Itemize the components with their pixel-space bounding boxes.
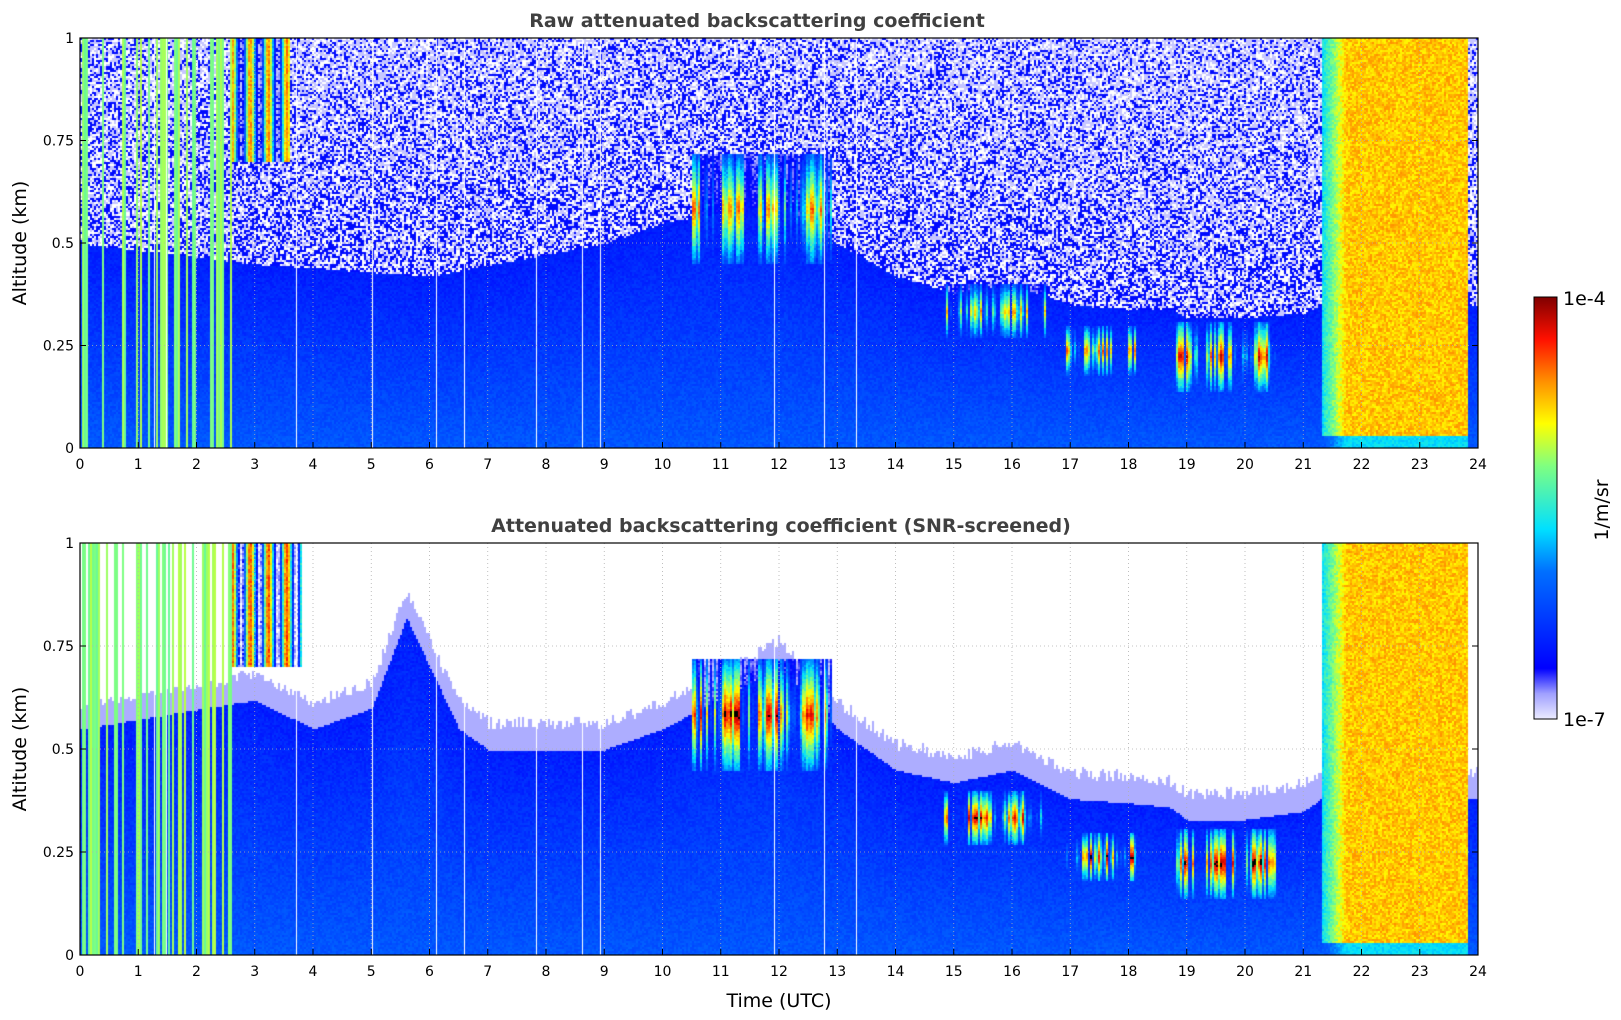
x-tick-label: 14: [887, 964, 905, 980]
x-tick-label: 20: [1236, 457, 1254, 473]
y-tick-label: 0.25: [43, 339, 74, 355]
colorbar-units-label: 1/m/sr: [1591, 479, 1613, 540]
x-tick-label: 7: [483, 964, 492, 980]
x-tick-label: 0: [76, 964, 85, 980]
x-tick-label: 23: [1411, 964, 1429, 980]
x-tick-label: 17: [1061, 964, 1079, 980]
x-tick-label: 1: [134, 457, 143, 473]
x-tick-label: 8: [542, 457, 551, 473]
x-tick-label: 20: [1236, 964, 1254, 980]
x-tick-label: 14: [887, 457, 905, 473]
raw-y-axis-label: Altitude (km): [9, 181, 31, 306]
raw-x-ticks: 0 1 2 3 4 5 6 7 8 9 10 11 12 13 14 15 16 17 18 19 20 21 22 23 24: [76, 442, 1487, 473]
x-tick-label: 7: [483, 457, 492, 473]
x-tick-label: 11: [712, 964, 730, 980]
y-tick-label: 1: [65, 536, 74, 552]
x-tick-label: 15: [945, 457, 963, 473]
x-tick-label: 18: [1120, 457, 1138, 473]
screened-backscatter-title: Attenuated backscattering coefficient (S…: [491, 515, 1071, 537]
x-tick-label: 15: [945, 964, 963, 980]
x-tick-label: 23: [1411, 457, 1429, 473]
x-tick-label: 13: [828, 457, 846, 473]
y-tick-label: 0.25: [43, 845, 74, 861]
x-tick-label: 16: [1003, 964, 1021, 980]
x-tick-label: 10: [654, 964, 672, 980]
x-tick-label: 3: [250, 457, 259, 473]
x-tick-label: 19: [1178, 964, 1196, 980]
x-tick-label: 22: [1353, 457, 1371, 473]
x-tick-label: 11: [712, 457, 730, 473]
y-tick-label: 1: [65, 31, 74, 47]
raw-y-ticks: 0 0.25 0.5 0.75 1: [43, 31, 1478, 457]
x-tick-label: 24: [1469, 964, 1487, 980]
x-tick-label: 8: [542, 964, 551, 980]
y-tick-label: 0.5: [52, 742, 74, 758]
y-tick-label: 0.75: [43, 134, 74, 150]
colorbar-bottom-label: 1e-7: [1563, 709, 1606, 731]
x-axis-label: Time (UTC): [725, 990, 831, 1012]
screened-backscatter-panel: Attenuated backscattering coefficient (S…: [9, 515, 1487, 1012]
x-tick-label: 4: [309, 964, 318, 980]
x-tick-label: 22: [1353, 964, 1371, 980]
x-tick-label: 13: [828, 964, 846, 980]
y-tick-label: 0: [65, 948, 74, 964]
screened-grid: [80, 543, 1478, 955]
y-tick-label: 0.75: [43, 639, 74, 655]
x-tick-label: 0: [76, 457, 85, 473]
x-tick-label: 17: [1061, 457, 1079, 473]
screened-x-ticks: 0 1 2 3 4 5 6 7 8 9 10 11 12 13 14 15 16 17 18 19 20 21 22 23 24: [76, 949, 1487, 980]
colorbar: 1e-4 1e-7 1/m/sr: [1533, 288, 1613, 731]
x-tick-label: 2: [192, 964, 201, 980]
x-tick-label: 3: [250, 964, 259, 980]
x-tick-label: 21: [1294, 964, 1312, 980]
raw-grid: [80, 38, 1478, 448]
x-tick-label: 12: [770, 964, 788, 980]
x-tick-label: 16: [1003, 457, 1021, 473]
y-tick-label: 0: [65, 441, 74, 457]
raw-backscatter-title: Raw attenuated backscattering coefficien…: [529, 10, 985, 32]
x-tick-label: 2: [192, 457, 201, 473]
x-tick-label: 9: [600, 964, 609, 980]
x-tick-label: 18: [1120, 964, 1138, 980]
x-tick-label: 6: [425, 457, 434, 473]
x-tick-label: 19: [1178, 457, 1196, 473]
y-tick-label: 0.5: [52, 236, 74, 252]
x-tick-label: 4: [309, 457, 318, 473]
screened-y-axis-label: Altitude (km): [9, 687, 31, 812]
colorbar-gradient: [1533, 296, 1558, 720]
x-tick-label: 5: [367, 964, 376, 980]
screened-y-ticks: 0 0.25 0.5 0.75 1: [43, 536, 1478, 964]
x-tick-label: 9: [600, 457, 609, 473]
x-tick-label: 10: [654, 457, 672, 473]
raw-backscatter-panel: Raw attenuated backscattering coefficien…: [9, 10, 1487, 473]
x-tick-label: 1: [134, 964, 143, 980]
x-tick-label: 5: [367, 457, 376, 473]
colorbar-top-label: 1e-4: [1563, 288, 1606, 310]
x-tick-label: 24: [1469, 457, 1487, 473]
x-tick-label: 6: [425, 964, 434, 980]
x-tick-label: 12: [770, 457, 788, 473]
x-tick-label: 21: [1294, 457, 1312, 473]
